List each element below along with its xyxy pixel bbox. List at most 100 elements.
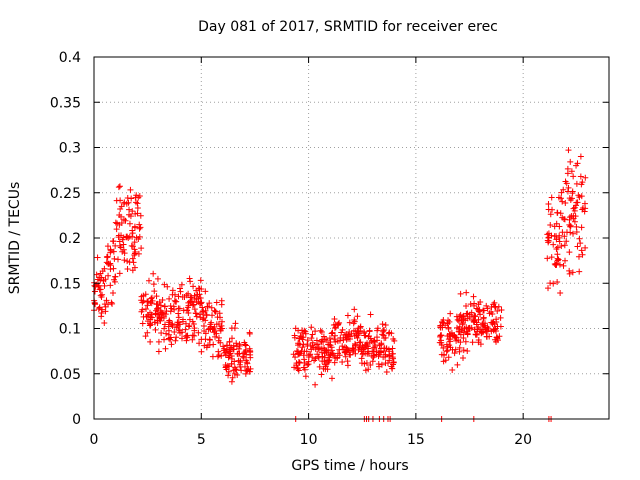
data-point (559, 198, 566, 205)
data-point (443, 341, 450, 348)
data-point (573, 180, 580, 187)
data-point (475, 301, 482, 308)
data-point (104, 253, 111, 260)
data-point (369, 358, 376, 365)
data-point (206, 325, 213, 332)
data-point (489, 310, 496, 317)
data-point (380, 332, 387, 339)
data-point (579, 179, 586, 186)
data-point (562, 200, 569, 207)
data-point (444, 347, 451, 354)
data-point (157, 317, 164, 324)
data-point (547, 280, 554, 287)
data-point (383, 345, 390, 352)
y-tick-label: 0.1 (59, 322, 81, 338)
data-point (171, 329, 178, 336)
data-point (184, 304, 191, 311)
data-point (243, 357, 250, 364)
data-point (143, 305, 150, 312)
data-point (439, 319, 446, 326)
data-point (315, 354, 322, 361)
data-point (460, 354, 467, 361)
y-axis-ticks: 0 0.05 0.1 0.15 0.2 0.25 0.3 0.35 0.4 (50, 50, 609, 428)
data-point (161, 325, 168, 332)
data-point (578, 247, 585, 254)
data-point (460, 335, 467, 342)
data-point (373, 348, 380, 355)
data-point (382, 322, 389, 329)
data-point (366, 327, 373, 334)
data-point (447, 310, 454, 317)
data-point (562, 178, 569, 185)
data-point (545, 201, 552, 208)
data-point (339, 326, 346, 333)
data-point (147, 313, 154, 320)
data-point (440, 358, 447, 365)
data-point (242, 370, 249, 377)
data-point (165, 327, 172, 334)
data-point (352, 328, 359, 335)
data-point (191, 306, 198, 313)
data-point (469, 316, 476, 323)
data-point (220, 343, 227, 350)
data-point (344, 347, 351, 354)
x-tick-label: 20 (514, 432, 532, 448)
data-point (497, 323, 504, 330)
data-point (121, 250, 128, 257)
data-point (328, 375, 335, 382)
data-point (328, 344, 335, 351)
data-point (370, 348, 377, 355)
data-point (147, 338, 154, 345)
data-point (436, 339, 443, 346)
data-point (221, 349, 228, 356)
data-point (129, 255, 136, 262)
data-point (548, 232, 555, 239)
x-tick-label: 10 (300, 432, 318, 448)
data-point (153, 301, 160, 308)
data-point (388, 365, 395, 372)
data-point (313, 337, 320, 344)
data-point (565, 184, 572, 191)
data-point (553, 245, 560, 252)
data-point (480, 314, 487, 321)
data-point (156, 314, 163, 321)
data-point (445, 325, 452, 332)
data-point (96, 286, 103, 293)
data-point (175, 326, 182, 333)
data-point (437, 332, 444, 339)
data-point (544, 255, 551, 262)
y-tick-label: 0 (72, 412, 81, 428)
data-point (553, 233, 560, 240)
data-point (473, 305, 480, 312)
data-point (343, 331, 350, 338)
data-point (111, 278, 118, 285)
data-point (103, 297, 110, 304)
data-point (99, 291, 106, 298)
data-point (328, 350, 335, 357)
data-point (307, 351, 314, 358)
data-point (91, 299, 98, 306)
data-point (293, 348, 300, 355)
data-point (137, 224, 144, 231)
data-point (179, 316, 186, 323)
data-point (114, 220, 121, 227)
data-point (489, 320, 496, 327)
data-point (462, 338, 469, 345)
data-point (137, 212, 144, 219)
data-point (386, 329, 393, 336)
data-point (225, 354, 232, 361)
data-point (365, 333, 372, 340)
data-point (243, 367, 250, 374)
data-point (108, 299, 115, 306)
data-point (578, 193, 585, 200)
data-point (577, 173, 584, 180)
data-point (331, 316, 338, 323)
data-point (343, 336, 350, 343)
data-point (182, 326, 189, 333)
data-point (564, 170, 571, 177)
data-point (456, 348, 463, 355)
data-point (372, 343, 379, 350)
data-point (228, 360, 235, 367)
data-point (456, 328, 463, 335)
data-point (329, 351, 336, 358)
